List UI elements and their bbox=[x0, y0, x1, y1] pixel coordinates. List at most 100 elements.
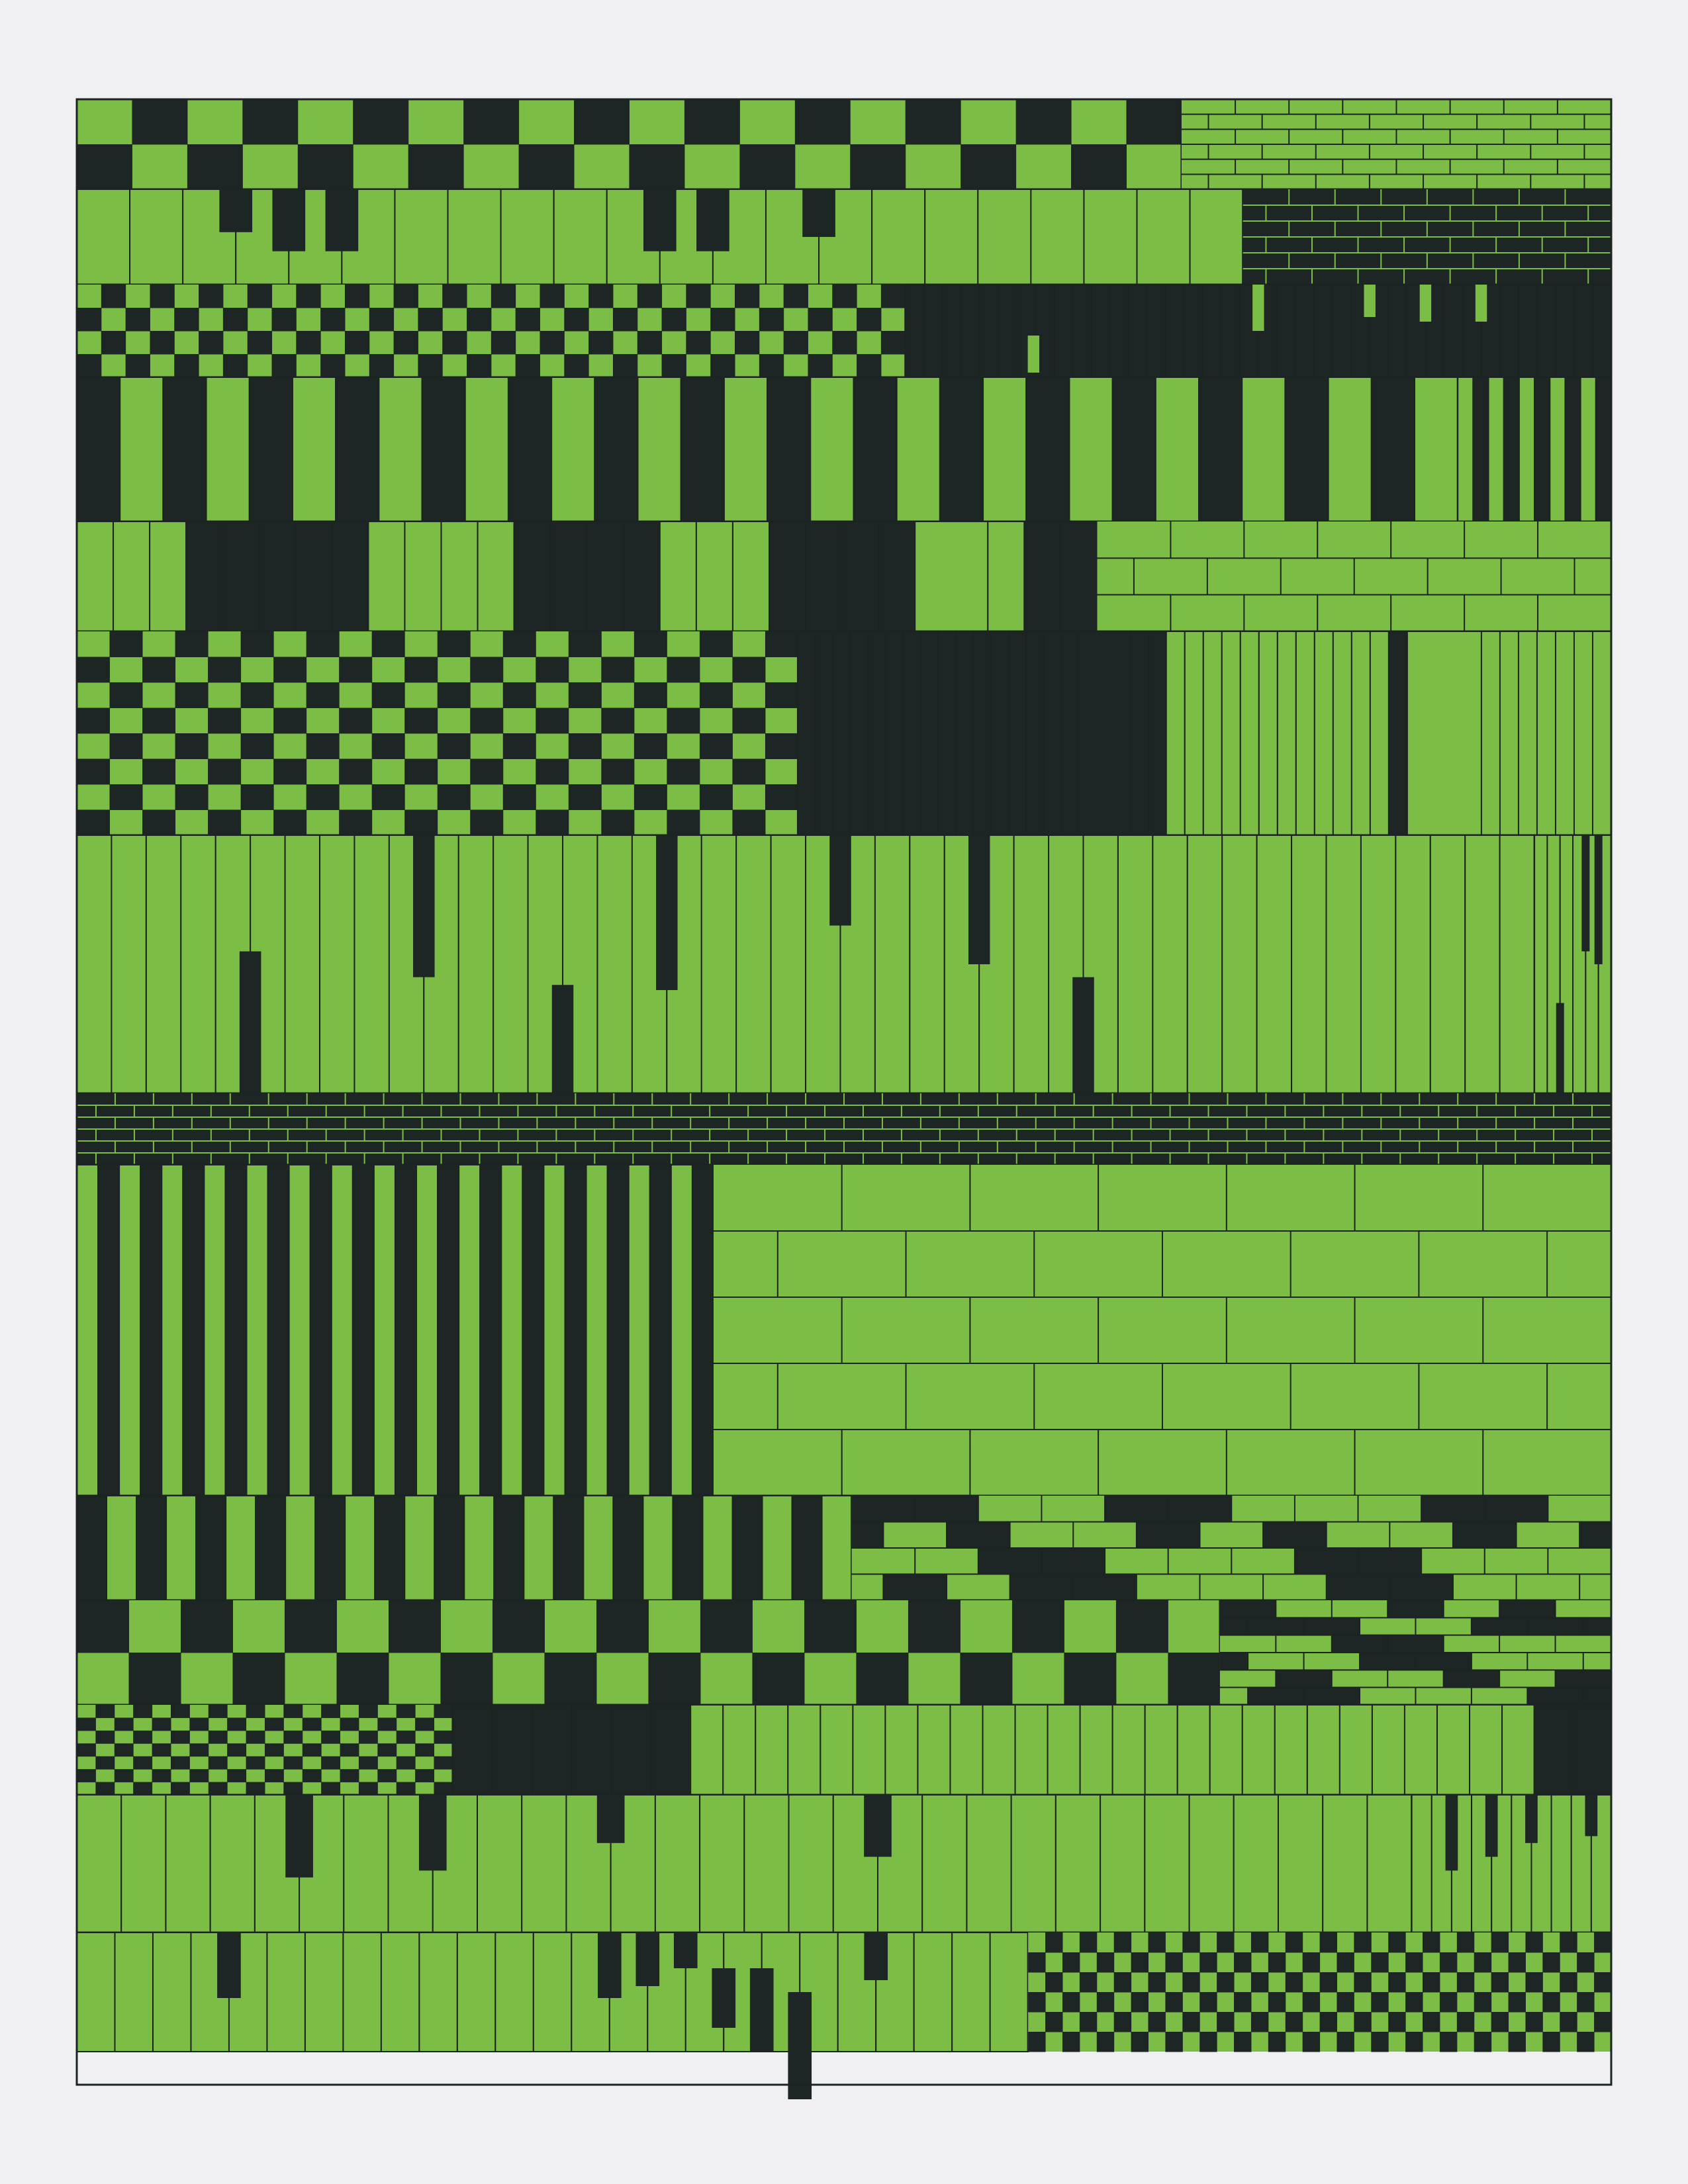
piano-key bbox=[1090, 284, 1111, 378]
checker-square bbox=[125, 308, 150, 332]
checker-square bbox=[306, 784, 340, 810]
stripe bbox=[330, 1164, 353, 1496]
brick-dark bbox=[1168, 1496, 1232, 1522]
checker-square bbox=[242, 99, 299, 145]
checker-square bbox=[437, 733, 471, 759]
piano-black-key bbox=[413, 835, 435, 978]
stripe bbox=[507, 377, 553, 522]
checker-square bbox=[283, 1730, 303, 1744]
checker-square bbox=[732, 707, 766, 734]
checker-square bbox=[340, 1717, 359, 1731]
stripe bbox=[606, 1164, 630, 1496]
brick-dark bbox=[1136, 1522, 1200, 1548]
checker-square bbox=[1268, 1952, 1286, 1973]
checker-square bbox=[1336, 1952, 1354, 1973]
stripe bbox=[224, 1164, 248, 1496]
piano-key bbox=[743, 1794, 790, 1933]
piano-key bbox=[353, 835, 390, 1094]
checker-square bbox=[1285, 1933, 1303, 1953]
checker-square bbox=[187, 144, 243, 190]
checker-square bbox=[1560, 2012, 1577, 2032]
piano-key bbox=[871, 189, 926, 285]
stripe bbox=[248, 377, 293, 522]
checker-square bbox=[612, 308, 638, 332]
checker-square bbox=[175, 682, 209, 708]
checker-square bbox=[246, 1705, 265, 1718]
checker-square bbox=[1560, 1972, 1577, 1993]
checker-square bbox=[1302, 1952, 1321, 1973]
stripe bbox=[594, 377, 639, 522]
band bbox=[1406, 631, 1482, 836]
stripe bbox=[162, 377, 207, 522]
band bbox=[731, 521, 770, 632]
piano-black-key bbox=[325, 189, 359, 251]
stripe bbox=[246, 1164, 269, 1496]
piano-key bbox=[788, 1794, 834, 1933]
checker-square bbox=[109, 784, 143, 810]
checker-square bbox=[189, 1743, 209, 1757]
band bbox=[1202, 631, 1223, 836]
piano-key bbox=[1313, 284, 1334, 378]
stripe bbox=[195, 1495, 227, 1601]
checker-square bbox=[1474, 1992, 1492, 2013]
checker-square bbox=[1439, 1992, 1458, 2013]
stripe bbox=[583, 1495, 614, 1601]
checker-square bbox=[418, 308, 443, 332]
stripe bbox=[1198, 377, 1243, 522]
stripe bbox=[637, 377, 682, 522]
piano-black-key bbox=[749, 1968, 774, 2052]
checker-square bbox=[544, 1653, 597, 1706]
checker-square bbox=[1508, 2032, 1526, 2052]
checker-square bbox=[783, 331, 808, 355]
checker-square bbox=[470, 657, 504, 683]
stripe bbox=[1487, 377, 1505, 522]
checker-square bbox=[208, 1782, 228, 1796]
checker-square bbox=[1371, 1992, 1389, 2013]
checker-square bbox=[283, 1705, 303, 1718]
brick-dark bbox=[1105, 1496, 1168, 1522]
band bbox=[1078, 631, 1132, 836]
piano-key bbox=[1499, 284, 1519, 378]
checker-square bbox=[302, 1717, 322, 1731]
band bbox=[491, 1704, 533, 1796]
checker-square bbox=[404, 758, 438, 785]
checker-square bbox=[1096, 2032, 1115, 2052]
piano-key bbox=[1072, 284, 1092, 378]
piano-key bbox=[114, 1932, 154, 2052]
band bbox=[919, 631, 939, 836]
checker-square bbox=[684, 99, 740, 145]
checker-square bbox=[699, 631, 733, 657]
checker-square bbox=[442, 331, 467, 355]
band bbox=[1008, 631, 1027, 836]
checker-square bbox=[297, 144, 353, 190]
checker-square bbox=[765, 682, 798, 708]
checker-square bbox=[467, 354, 492, 378]
band bbox=[477, 521, 515, 632]
checker-square bbox=[1028, 1952, 1046, 1973]
checker-square bbox=[1199, 1992, 1217, 2013]
stripe bbox=[118, 1164, 142, 1496]
stripe bbox=[853, 377, 898, 522]
checker-square bbox=[686, 331, 711, 355]
stripe bbox=[1518, 377, 1536, 522]
band bbox=[610, 1704, 652, 1796]
brick-dark bbox=[1443, 1670, 1500, 1688]
stripe bbox=[309, 1164, 332, 1496]
band bbox=[1043, 631, 1062, 836]
band bbox=[695, 521, 733, 632]
checker-square bbox=[170, 1705, 190, 1718]
band bbox=[295, 521, 333, 632]
checker-square bbox=[302, 1743, 322, 1757]
piano-black-key bbox=[1252, 285, 1264, 331]
checker-square bbox=[232, 1653, 285, 1706]
checker-square bbox=[1405, 1952, 1423, 1973]
checker-square bbox=[832, 331, 857, 355]
piano-key bbox=[418, 1932, 458, 2052]
checker-square bbox=[1542, 1952, 1560, 1973]
brick-dark bbox=[851, 1522, 884, 1548]
checker-square bbox=[1371, 2032, 1389, 2052]
piano-key bbox=[145, 835, 182, 1094]
checker-square bbox=[1491, 2012, 1509, 2032]
checker-square bbox=[502, 682, 536, 708]
stripe bbox=[267, 1164, 290, 1496]
